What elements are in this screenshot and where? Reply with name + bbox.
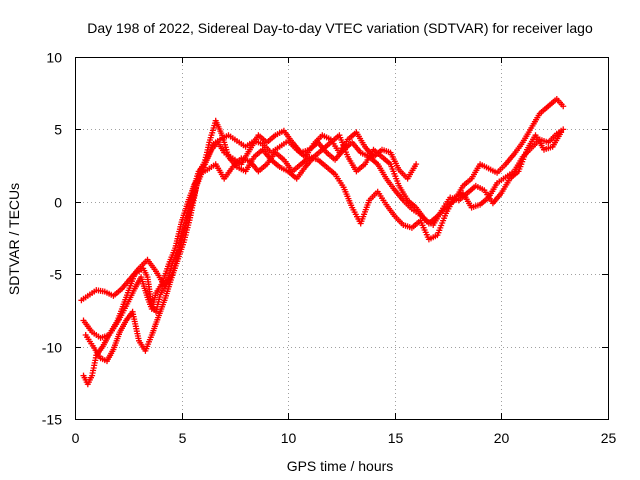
x-tick-label: 25: [601, 430, 617, 446]
x-tick-label: 5: [179, 430, 187, 446]
axis-ticks: 0 5 10 15 20 25 -15 -10 -5 0 5 10: [42, 50, 617, 447]
data-point: [558, 129, 565, 136]
x-tick-label: 10: [281, 430, 297, 446]
y-tick-label: 5: [54, 122, 62, 138]
series-track-c: [80, 96, 567, 388]
grid: [75, 57, 608, 419]
x-tick-label: 20: [494, 430, 510, 446]
data-point: [413, 161, 420, 168]
y-tick-label: -10: [42, 340, 62, 356]
data-marks: [78, 96, 567, 388]
y-axis-label: SDTVAR / TECUs: [6, 183, 22, 295]
y-tick-label: -15: [42, 412, 62, 428]
x-tick-label: 15: [388, 430, 404, 446]
x-tick-label: 0: [72, 430, 80, 446]
chart-title: Day 198 of 2022, Sidereal Day-to-day VTE…: [87, 20, 593, 36]
y-tick-label: -5: [50, 267, 63, 283]
series-track-d: [82, 117, 565, 365]
y-tick-label: 0: [54, 195, 62, 211]
y-tick-label: 10: [46, 50, 62, 66]
plot-frame: [75, 57, 609, 420]
data-point: [560, 103, 567, 110]
x-axis-label: GPS time / hours: [287, 458, 394, 474]
